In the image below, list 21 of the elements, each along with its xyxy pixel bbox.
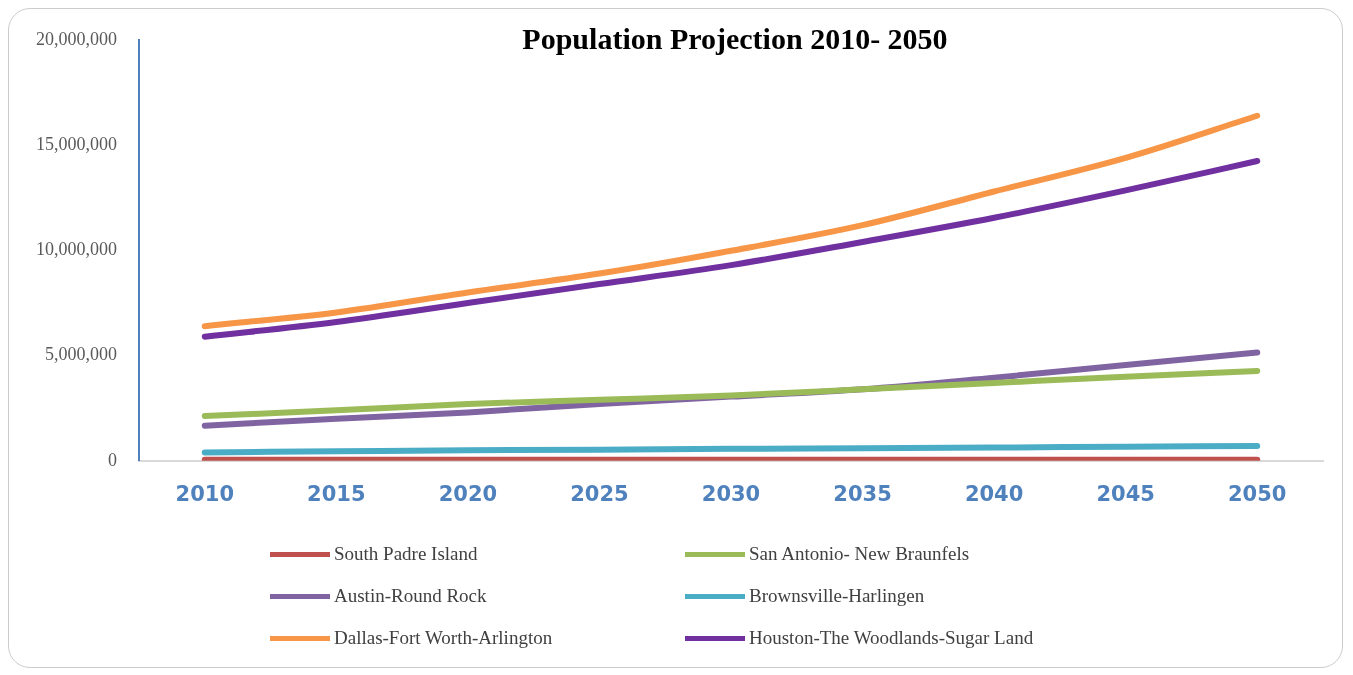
legend-label: San Antonio- New Braunfels: [749, 543, 970, 565]
x-tick-label: 2035: [833, 481, 892, 506]
legend-label: Houston-The Woodlands-Sugar Land: [749, 627, 1034, 649]
x-tick-label: 2015: [307, 481, 366, 506]
x-tick-label: 2040: [964, 481, 1024, 506]
y-tick-label: 10,000,000: [36, 239, 117, 260]
chart-title: Population Projection 2010- 2050: [521, 22, 949, 56]
x-tick-label: 2030: [701, 481, 761, 506]
legend-label: Dallas-Fort Worth-Arlington: [334, 627, 553, 649]
x-tick-label: 2050: [1228, 481, 1287, 506]
y-tick-label: 0: [108, 449, 117, 470]
legend-label: Austin-Round Rock: [334, 585, 487, 607]
x-tick-label: 2045: [1096, 481, 1155, 506]
x-tick-label: 2010: [175, 481, 234, 506]
legend-label: Brownsville-Harlingen: [749, 585, 925, 607]
y-tick-label: 20,000,000: [36, 28, 117, 49]
legend-label: South Padre Island: [334, 543, 478, 565]
y-tick-label: 15,000,000: [36, 133, 117, 154]
x-tick-label: 2020: [438, 481, 498, 506]
y-tick-label: 5,000,000: [45, 344, 117, 365]
x-tick-label: 2025: [570, 481, 629, 506]
